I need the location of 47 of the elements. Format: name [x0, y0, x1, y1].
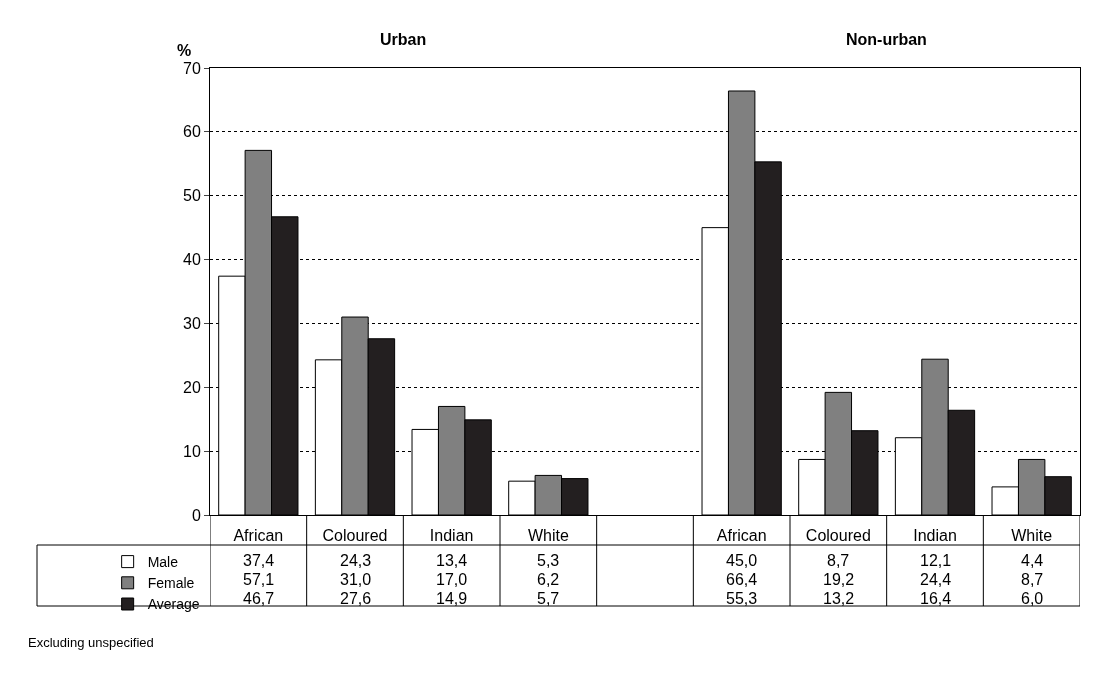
data-label: 45,0	[726, 552, 758, 569]
data-label: 13,4	[436, 552, 468, 569]
x-tick-label: Indian	[913, 527, 957, 545]
text: Non-urban	[846, 31, 927, 48]
text: Urban	[380, 31, 427, 48]
data-label: 4,4	[1021, 552, 1044, 569]
text: Excluding unspecified	[28, 635, 154, 650]
data-label: 16,4	[920, 590, 952, 607]
data-label: 12,1	[920, 552, 952, 569]
y-tick-label: 20	[183, 378, 201, 396]
data-label: 14,9	[436, 590, 468, 607]
legend-label: Male	[147, 554, 179, 571]
data-label: 24,3	[340, 552, 372, 569]
legend-label: Average	[147, 596, 200, 613]
y-tick-label: 10	[183, 442, 201, 460]
data-label: 8,7	[1021, 571, 1044, 588]
y-tick-label: 50	[183, 187, 201, 205]
x-tick-label: African	[716, 527, 767, 545]
data-label: 5,3	[537, 552, 560, 569]
data-label: 6,0	[1021, 590, 1044, 607]
x-tick-label: African	[233, 527, 284, 545]
y-tick-label: 0	[191, 506, 201, 524]
legend-label: Female	[147, 575, 195, 592]
y-tick-label: 40	[183, 251, 201, 269]
x-tick-label: Indian	[429, 527, 474, 545]
data-label: 37,4	[243, 552, 275, 569]
data-label: 13,2	[823, 590, 855, 607]
x-tick-label: White	[527, 527, 569, 545]
x-tick-label: Coloured	[322, 527, 388, 545]
data-label: 55,3	[726, 590, 758, 607]
x-tick-label: White	[1011, 527, 1053, 545]
data-label: 5,7	[537, 590, 560, 607]
data-label: 57,1	[243, 571, 275, 588]
data-label: 24,4	[920, 571, 952, 588]
y-tick-label: 60	[183, 123, 201, 141]
data-label: 6,2	[537, 571, 560, 588]
data-label: 27,6	[340, 590, 372, 607]
data-label: 31,0	[340, 571, 372, 588]
y-tick-label: 70	[183, 59, 201, 77]
data-label: 46,7	[243, 590, 275, 607]
y-tick-label: 30	[183, 315, 201, 333]
data-label: 17,0	[436, 571, 468, 588]
data-label: 19,2	[823, 571, 855, 588]
data-label: 66,4	[726, 571, 758, 588]
y-axis-title: %	[177, 42, 192, 59]
x-tick-label: Coloured	[805, 527, 871, 545]
data-label: 8,7	[827, 552, 850, 569]
